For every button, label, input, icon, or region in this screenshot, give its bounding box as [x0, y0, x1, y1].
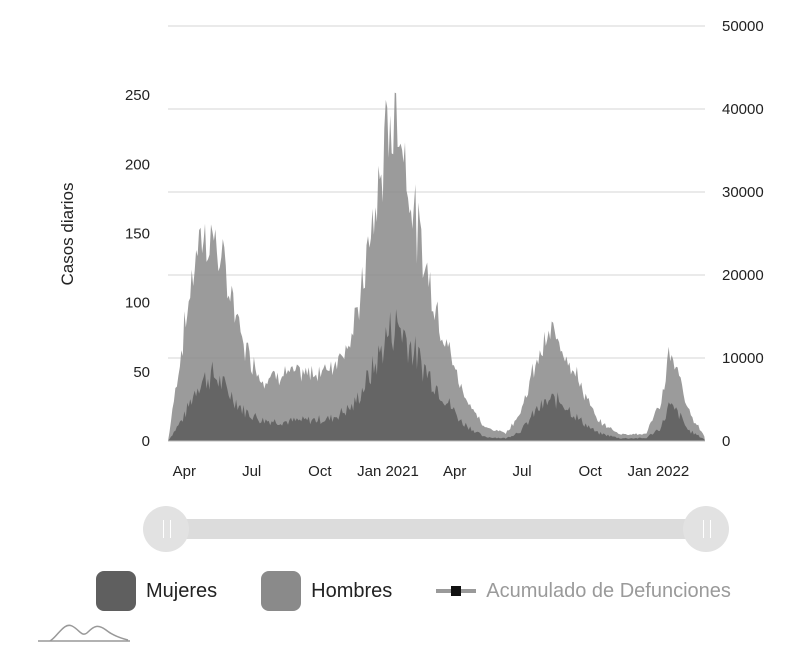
y-axis-left: 0 50 100 150 200 250: [125, 87, 150, 450]
y-right-tick-label: 40000: [722, 101, 764, 118]
chart-areas[interactable]: [168, 92, 705, 442]
line-marker-icon: [436, 571, 477, 611]
range-navigator[interactable]: [143, 506, 729, 552]
legend-item-mujeres[interactable]: Mujeres: [96, 571, 217, 611]
mountain-logo-icon: [38, 624, 130, 642]
x-tick-label: Jul: [512, 463, 531, 480]
y-left-tick-label: 250: [125, 87, 150, 104]
x-tick-label: Oct: [308, 463, 332, 480]
x-tick-label: Jul: [242, 463, 261, 480]
legend-label: Mujeres: [146, 579, 218, 602]
grip-icon: [163, 520, 171, 538]
grip-icon: [703, 520, 711, 538]
y-axis-right: 0 10000 20000 30000 40000 50000: [722, 18, 764, 450]
chart: 0 50 100 150 200 250 0 10000 20000 30000 40000 500…: [58, 18, 764, 480]
navigator-track[interactable]: [163, 519, 709, 539]
legend: Mujeres Hombres Acumulado de Defunciones: [96, 570, 775, 612]
y-right-tick-label: 10000: [722, 350, 764, 367]
x-tick-label: Apr: [173, 463, 196, 480]
legend-item-acumulado-defunciones[interactable]: Acumulado de Defunciones: [436, 571, 731, 611]
legend-swatch-hombres: [261, 571, 302, 611]
area-series-mujeres: [168, 309, 705, 441]
grid-lines: [168, 25, 705, 359]
legend-item-hombres[interactable]: Hombres: [261, 571, 392, 611]
y-left-tick-label: 150: [125, 226, 150, 243]
y-left-tick-label: 50: [133, 364, 150, 381]
x-tick-label: Apr: [443, 463, 466, 480]
x-tick-label: Jan 2022: [627, 463, 689, 480]
y-left-tick-label: 100: [125, 295, 150, 312]
y-left-tick-label: 200: [125, 156, 150, 173]
y-right-tick-label: 30000: [722, 184, 764, 201]
y-left-tick-label: 0: [142, 433, 150, 450]
y-right-tick-label: 20000: [722, 267, 764, 284]
y-axis-title: Casos diarios: [58, 183, 77, 286]
x-tick-label: Oct: [579, 463, 603, 480]
x-axis: Apr Jul Oct Jan 2021 Apr Jul Oct Jan 2022: [173, 463, 690, 480]
y-right-tick-label: 50000: [722, 18, 764, 35]
navigator-left-handle[interactable]: [143, 506, 189, 552]
x-tick-label: Jan 2021: [357, 463, 419, 480]
navigator-right-handle[interactable]: [683, 506, 729, 552]
y-right-tick-label: 0: [722, 433, 730, 450]
legend-label: Hombres: [311, 579, 393, 602]
legend-swatch-mujeres: [96, 571, 136, 611]
legend-label: Acumulado de Defunciones: [486, 579, 731, 602]
